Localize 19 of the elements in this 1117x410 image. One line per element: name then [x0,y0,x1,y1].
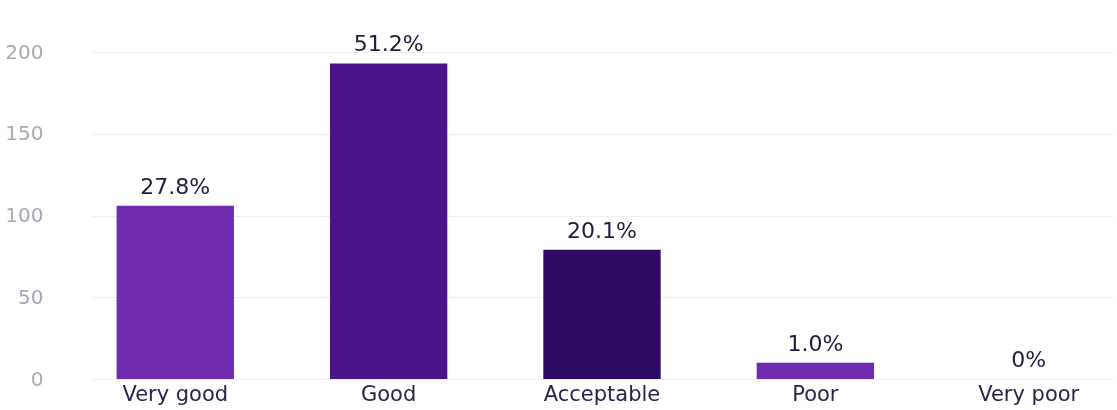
bar [329,63,448,379]
x-tick-label: Good [360,381,417,406]
annotation: 1.0% [787,330,844,356]
annotation: 51.2% [353,31,424,57]
annotation: 20.1% [567,217,637,243]
annotation: 0% [1011,347,1047,372]
bar [543,249,661,379]
bar [116,205,234,379]
y-tick-label: 100 [5,203,44,227]
x-tick-label: Poor [792,381,839,406]
x-tick-label: Very good [122,381,229,406]
x-tick-label: Very poor [978,381,1080,406]
bar [756,362,875,379]
x-tick-label: Acceptable [543,381,661,406]
y-tick-label: 50 [18,284,44,309]
y-tick-label: 0 [30,366,44,391]
y-tick-label: 200 [5,39,44,64]
annotation: 27.8% [140,173,211,199]
y-tick-label: 150 [5,121,44,146]
